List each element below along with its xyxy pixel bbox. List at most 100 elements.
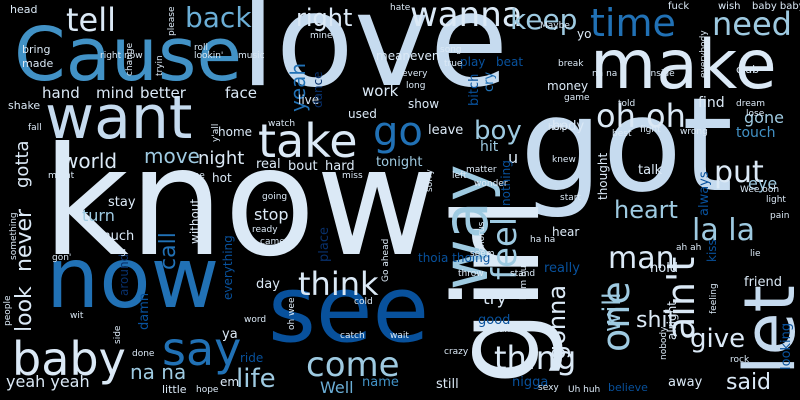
word: might <box>48 171 75 181</box>
word: come <box>306 345 400 385</box>
word: work <box>362 82 399 100</box>
word: call <box>156 232 181 270</box>
word: seem <box>470 249 495 259</box>
word: found <box>490 325 516 335</box>
word: wrong <box>680 127 708 137</box>
word: everything <box>221 235 235 300</box>
word: wait <box>390 331 409 341</box>
word: fight <box>640 125 661 135</box>
word: damn <box>137 292 152 330</box>
word: everybody <box>699 30 709 78</box>
word: fall <box>28 123 42 133</box>
word: wit <box>70 311 84 321</box>
word: still <box>436 377 459 392</box>
word: wish <box>718 1 741 12</box>
word: mean <box>376 49 411 63</box>
word: watch <box>268 119 296 129</box>
word: na na <box>130 360 187 384</box>
word: thoia thoing <box>418 251 491 265</box>
word: money <box>547 79 589 93</box>
word: Cause <box>14 12 242 98</box>
word: oh oh <box>596 97 686 135</box>
word: Maybe <box>540 21 570 31</box>
word: left <box>452 171 467 181</box>
word: please <box>167 6 177 37</box>
word: thought <box>596 152 610 200</box>
word: place <box>317 227 332 262</box>
word: give <box>690 324 746 354</box>
word: back <box>185 1 252 34</box>
word: stay <box>108 195 136 210</box>
word: nobody <box>659 326 669 360</box>
word: put <box>714 155 764 190</box>
word: word <box>244 315 267 325</box>
word: even <box>410 49 440 63</box>
word: life <box>236 364 276 394</box>
word: around <box>117 253 131 296</box>
word: came <box>260 237 285 247</box>
word: stand <box>510 269 536 279</box>
word: gotta <box>12 140 33 188</box>
word: used <box>348 107 377 121</box>
word: start <box>560 193 581 203</box>
word: yo <box>577 27 592 41</box>
word: yeah yeah <box>6 372 90 391</box>
word: dance <box>311 71 325 108</box>
word: show <box>408 97 440 111</box>
word: roll <box>194 43 209 53</box>
word: gonna <box>543 284 571 360</box>
word: tryin <box>155 55 165 76</box>
word: think <box>298 265 379 303</box>
word: bitch <box>467 73 482 106</box>
word: ya <box>222 327 238 342</box>
word: made <box>22 57 54 70</box>
word: name <box>362 375 399 390</box>
word: good <box>478 313 511 328</box>
word: looking <box>779 322 794 370</box>
word: play <box>460 55 486 69</box>
word: gone <box>744 108 784 127</box>
word: u <box>508 148 519 167</box>
word: make <box>590 26 777 105</box>
word: light <box>766 195 786 205</box>
word: em <box>220 375 240 389</box>
word: real <box>256 157 281 172</box>
word: gon' <box>52 253 72 263</box>
word: miss <box>342 171 363 181</box>
word: fuck <box>668 1 690 12</box>
word: oh wee <box>287 297 297 330</box>
word: ha ha <box>530 235 556 245</box>
word: la la <box>692 213 755 248</box>
word: go <box>373 109 423 155</box>
word: catch <box>340 331 365 341</box>
word: nigga <box>512 375 549 390</box>
word: said <box>726 370 772 395</box>
word: rock <box>730 355 750 365</box>
word: time <box>590 1 676 45</box>
word: beat <box>496 55 524 69</box>
word: right <box>296 4 353 32</box>
word: baby baby <box>752 1 800 12</box>
word: going <box>262 192 288 202</box>
word: music <box>238 51 265 61</box>
word: knew <box>552 155 576 165</box>
word: hit <box>480 139 499 155</box>
word: hope <box>196 385 219 395</box>
word: cry <box>482 71 497 92</box>
word: heart <box>614 196 678 224</box>
word: na na <box>592 69 618 79</box>
word: without <box>188 198 202 244</box>
word: hear <box>552 225 580 239</box>
word: keep <box>510 3 578 36</box>
word: believe <box>608 381 648 394</box>
word: want <box>45 83 193 153</box>
word: sexy <box>538 383 559 393</box>
word: club <box>736 63 760 76</box>
word: hard <box>325 159 355 174</box>
word: break <box>558 59 584 69</box>
word: long <box>406 81 426 91</box>
word: Uh huh <box>568 385 601 395</box>
word: take <box>258 114 358 168</box>
word: night <box>198 148 245 169</box>
word: bum bum <box>519 256 529 300</box>
